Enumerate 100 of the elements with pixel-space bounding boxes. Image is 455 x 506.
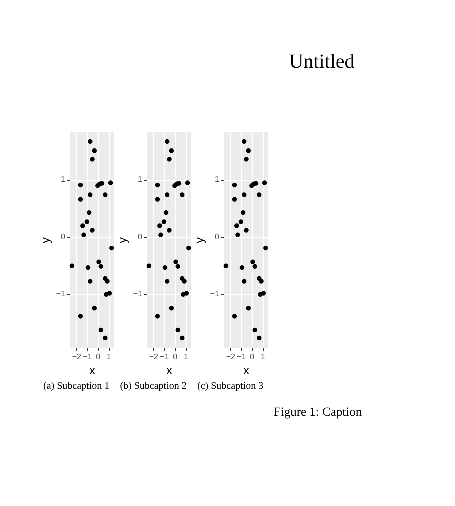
point: [242, 139, 247, 144]
point: [88, 279, 93, 284]
point: [176, 264, 180, 269]
point: [155, 314, 160, 319]
point: [92, 148, 98, 154]
x-tick-label: −1: [237, 352, 247, 362]
x-tick-label: 0: [173, 352, 178, 362]
text: (a) Subcaption 1: [43, 381, 110, 392]
point: [107, 291, 112, 296]
point: [146, 264, 152, 268]
y-tick-label: −1: [56, 290, 66, 299]
x-axis-title: x: [166, 364, 172, 378]
point: [82, 232, 86, 238]
point: [103, 192, 108, 198]
y-axis-title: y: [192, 238, 206, 244]
y-axis-title: y: [115, 238, 130, 244]
point: [110, 246, 114, 251]
point: [244, 157, 249, 162]
y-tick-label: −1: [210, 290, 220, 299]
point: [232, 314, 238, 319]
point: [261, 291, 266, 296]
point: [242, 279, 247, 284]
y-tick-label: 0: [61, 232, 66, 242]
point: [78, 314, 84, 319]
point: [70, 264, 74, 268]
x-tick-label: 1: [260, 352, 266, 362]
point: [167, 157, 172, 162]
point: [84, 220, 90, 224]
x-tick-label: 1: [106, 352, 112, 362]
x-axis-title: x: [244, 364, 250, 378]
point: [176, 328, 180, 333]
point: [105, 279, 110, 284]
x-tick-label: −1: [83, 352, 93, 362]
point: [98, 264, 104, 269]
point: [108, 180, 114, 186]
point: [162, 220, 167, 224]
point: [90, 228, 95, 233]
x-tick-label: −2: [72, 352, 82, 362]
point: [257, 192, 262, 198]
point: [164, 210, 169, 216]
point: [88, 192, 93, 198]
point: [224, 264, 228, 268]
point: [92, 306, 98, 311]
text: (c) Subcaption 3: [197, 381, 264, 392]
x-tick-label: −1: [160, 352, 170, 362]
x-axis-title: x: [90, 364, 96, 378]
point: [167, 228, 172, 233]
text: (b) Subcaption 2: [120, 381, 187, 392]
point: [184, 291, 190, 296]
text: Untitled: [289, 51, 355, 73]
point: [155, 197, 160, 202]
y-tick-label: 1: [61, 175, 66, 184]
point: [180, 336, 185, 341]
point: [259, 279, 264, 284]
point: [252, 264, 258, 269]
point: [240, 265, 245, 270]
point: [78, 197, 84, 202]
point: [180, 192, 185, 198]
caption: Figure 1: Caption: [274, 405, 363, 419]
y-tick-label: 0: [215, 232, 220, 242]
x-tick-label: −2: [226, 352, 236, 362]
point: [96, 260, 102, 264]
point: [240, 210, 246, 216]
y-tick-label: 1: [215, 175, 220, 184]
point: [232, 197, 238, 202]
point: [162, 265, 168, 270]
x-tick-label: 0: [96, 352, 102, 362]
point: [257, 336, 262, 341]
point: [250, 260, 256, 264]
point: [186, 246, 192, 251]
point: [182, 279, 187, 284]
point: [165, 139, 170, 144]
point: [174, 260, 178, 264]
y-tick-label: −1: [133, 290, 144, 299]
point: [158, 232, 164, 238]
point: [90, 157, 95, 162]
y-axis-title: y: [38, 238, 52, 244]
point: [232, 182, 238, 188]
point: [264, 246, 268, 251]
point: [80, 224, 86, 228]
point: [169, 306, 174, 311]
point: [98, 328, 104, 333]
x-tick-label: 1: [184, 352, 189, 362]
point: [158, 224, 162, 228]
point: [86, 265, 91, 270]
point: [155, 182, 160, 188]
point: [88, 139, 93, 144]
point: [234, 224, 240, 228]
x-tick-label: 0: [250, 352, 256, 362]
y-tick-label: 1: [138, 175, 144, 184]
point: [236, 232, 240, 238]
point: [165, 279, 170, 284]
point: [103, 336, 108, 341]
point: [238, 220, 244, 224]
point: [185, 180, 190, 186]
point: [169, 148, 174, 154]
point: [244, 228, 249, 233]
point: [86, 210, 92, 216]
point: [246, 148, 252, 154]
point: [78, 182, 84, 188]
